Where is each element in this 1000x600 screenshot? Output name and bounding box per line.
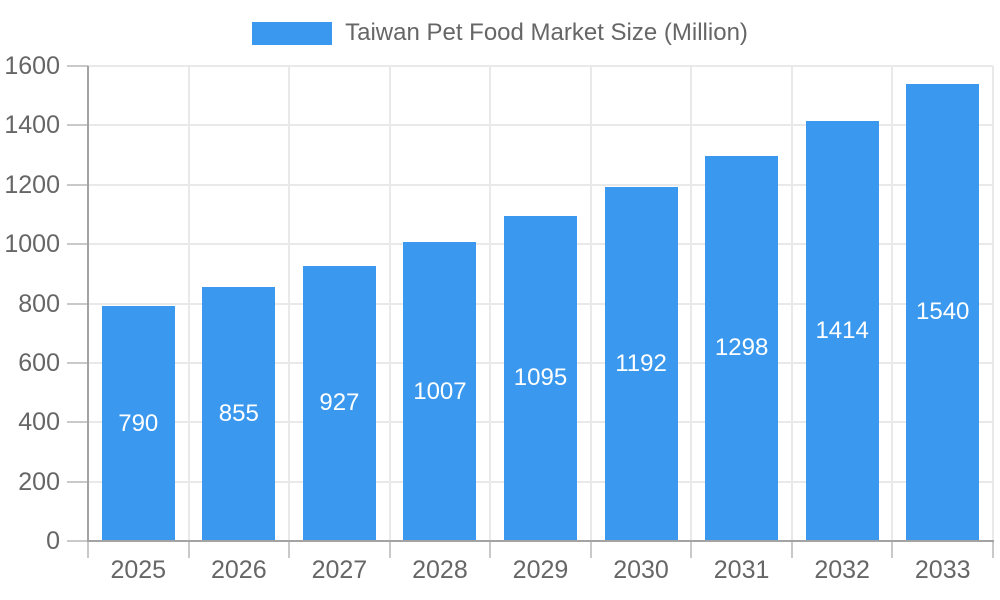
bar-value-label: 1414 [815,317,869,345]
bar-2027[interactable]: 927 [302,265,376,541]
x-tick-mark [187,541,190,558]
y-tick-label: 1000 [4,230,60,259]
y-tick-mark [67,65,88,67]
x-tick-label: 2033 [914,556,971,584]
x-tick-label: 2026 [211,556,267,584]
x-tick-label: 2031 [713,556,770,584]
bar-value-label: 1192 [615,350,667,378]
gridline-vertical [187,66,190,541]
x-tick-mark [288,541,291,558]
gridline-vertical [388,66,391,541]
bar-value-label: 790 [118,409,159,437]
gridline-vertical [891,66,894,541]
bar-2030[interactable]: 1192 [604,187,678,541]
x-tick-mark [690,541,693,558]
x-axis-line [87,540,994,542]
bar-2025[interactable]: 790 [101,306,175,541]
gridline-vertical [288,66,291,541]
y-tick-mark [67,302,88,305]
y-tick-label: 1400 [4,111,60,140]
x-tick-label: 2027 [311,556,368,584]
gridline-horizontal [88,65,993,67]
legend-item[interactable]: Taiwan Pet Food Market Size (Million) [0,18,1000,48]
bar-value-label: 1540 [916,298,970,326]
bar-2033[interactable]: 1540 [906,83,980,541]
gridline-horizontal [88,183,993,186]
bar-value-label: 1095 [513,364,568,392]
x-tick-mark [992,541,994,558]
bar-2026[interactable]: 855 [202,287,276,541]
y-tick-label: 800 [18,289,60,318]
x-tick-mark [87,541,89,558]
gridline-vertical [790,66,793,541]
gridline-vertical [690,66,693,541]
y-tick-mark [67,243,88,246]
gridline-vertical [589,66,592,541]
y-tick-label: 200 [18,467,60,496]
x-tick-label: 2028 [412,556,468,584]
x-tick-label: 2025 [110,556,167,584]
bar-2031[interactable]: 1298 [705,155,779,541]
bar-2032[interactable]: 1414 [805,121,879,541]
y-axis-line [87,66,89,541]
y-tick-label: 400 [18,408,60,437]
gridline-vertical [992,66,994,541]
bar-value-label: 1007 [413,377,467,405]
x-tick-label: 2029 [512,556,569,584]
y-tick-mark [67,124,88,127]
x-tick-label: 2030 [613,556,669,584]
y-tick-label: 0 [46,527,60,555]
y-tick-mark [67,183,88,186]
y-tick-mark [67,361,88,364]
bar-2028[interactable]: 1007 [403,242,477,541]
plot-area: 790 855 927 1007 1095 1192 1298 1414 1540 [87,65,994,542]
x-tick-mark [589,541,592,558]
legend-label: Taiwan Pet Food Market Size (Million) [345,19,748,46]
y-tick-label: 1200 [4,170,60,199]
x-tick-mark [891,541,894,558]
y-tick-mark [67,421,88,424]
gridline-vertical [489,66,492,541]
x-tick-mark [790,541,793,558]
y-tick-label: 600 [18,348,60,377]
x-tick-mark [489,541,492,558]
bar-value-label: 1298 [714,334,769,362]
bar-value-label: 855 [218,400,259,428]
bar-value-label: 927 [319,389,360,417]
y-tick-mark [67,480,88,483]
x-tick-mark [388,541,391,558]
x-tick-label: 2032 [814,556,870,584]
legend-swatch [252,21,333,45]
bar-2029[interactable]: 1095 [504,215,577,541]
y-tick-mark [67,540,88,542]
y-tick-label: 1600 [4,52,60,80]
gridline-horizontal [88,124,993,127]
